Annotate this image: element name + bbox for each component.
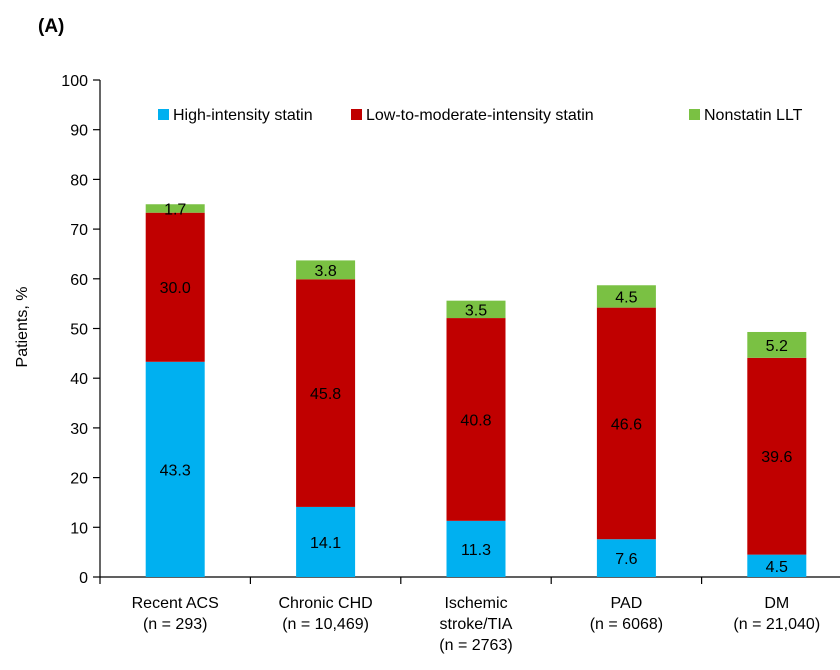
bar-segment (145, 204, 205, 213)
bar-value-label: 7.6 (615, 551, 637, 568)
bar-value-label: 40.8 (460, 412, 491, 429)
bar-segment (596, 307, 656, 540)
bar-segment (296, 506, 356, 577)
bar-value-label: 45.8 (310, 386, 341, 403)
bar-value-label: 4.5 (766, 559, 788, 576)
bar-segment (747, 331, 807, 358)
bar-segment (446, 520, 506, 577)
bar-segment (596, 539, 656, 577)
bar-segment (446, 300, 506, 319)
bar-segment (596, 285, 656, 308)
data-labels: 43.3 30.0 1.7 14.1 45.8 3.8 11.3 40.8 3.5 7.6 46.6… (160, 201, 793, 575)
x-tick-label: PAD (n = 6068) (590, 595, 663, 633)
y-tick-label: 90 (70, 123, 88, 140)
bar-value-label: 43.3 (160, 462, 191, 479)
x-tick-label: DM (n = 21,040) (733, 595, 820, 633)
bar-value-label: 11.3 (461, 542, 491, 559)
bar-value-label: 1.7 (164, 201, 186, 218)
bar-segment (145, 361, 205, 577)
bar-value-label: 39.6 (761, 449, 792, 466)
y-axis: 0 10 20 30 40 50 60 70 80 90 100 (61, 73, 101, 587)
y-tick-label: 30 (70, 421, 88, 438)
bar-value-label: 14.1 (310, 535, 341, 552)
legend: High-intensity statin Low-to-moderate-int… (158, 107, 803, 124)
legend-label: High-intensity statin (173, 107, 313, 124)
y-tick-label: 40 (70, 371, 88, 388)
x-tick-label: Chronic CHD (n = 10,469) (278, 595, 372, 633)
y-tick-label: 70 (70, 222, 88, 239)
bar-segment (747, 554, 807, 577)
legend-swatch (158, 109, 169, 120)
y-tick-label: 0 (79, 570, 88, 587)
x-tick-label: Recent ACS (n = 293) (132, 595, 219, 633)
y-tick-label: 80 (70, 172, 88, 189)
legend-swatch (351, 109, 362, 120)
x-tick-label: Ischemic stroke/TIA (n = 2763) (439, 595, 512, 654)
y-tick-label: 10 (70, 520, 88, 537)
bar-segment (446, 318, 506, 521)
y-tick-label: 60 (70, 272, 88, 289)
bar-value-label: 3.5 (465, 302, 487, 319)
bars (145, 204, 807, 577)
bar-segment (296, 279, 356, 507)
bar-segment (296, 260, 356, 280)
y-tick-label: 50 (70, 322, 88, 339)
y-axis-title: Patients, % (14, 287, 31, 368)
bar-value-label: 3.8 (314, 263, 336, 280)
y-tick-label: 100 (61, 73, 88, 90)
bar-segment (145, 212, 205, 362)
bar-value-label: 5.2 (766, 338, 788, 355)
bar-value-label: 46.6 (611, 416, 642, 433)
x-axis: Recent ACS (n = 293) Chronic CHD (n = 10,46… (99, 576, 840, 654)
bar-value-label: 4.5 (615, 289, 637, 306)
legend-label: Low-to-moderate-intensity statin (366, 107, 594, 124)
legend-swatch (689, 109, 700, 120)
legend-label: Nonstatin LLT (704, 107, 803, 124)
y-tick-label: 20 (70, 471, 88, 488)
bar-segment (747, 357, 807, 555)
panel-label: (A) (38, 16, 64, 37)
bar-value-label: 30.0 (160, 280, 191, 297)
